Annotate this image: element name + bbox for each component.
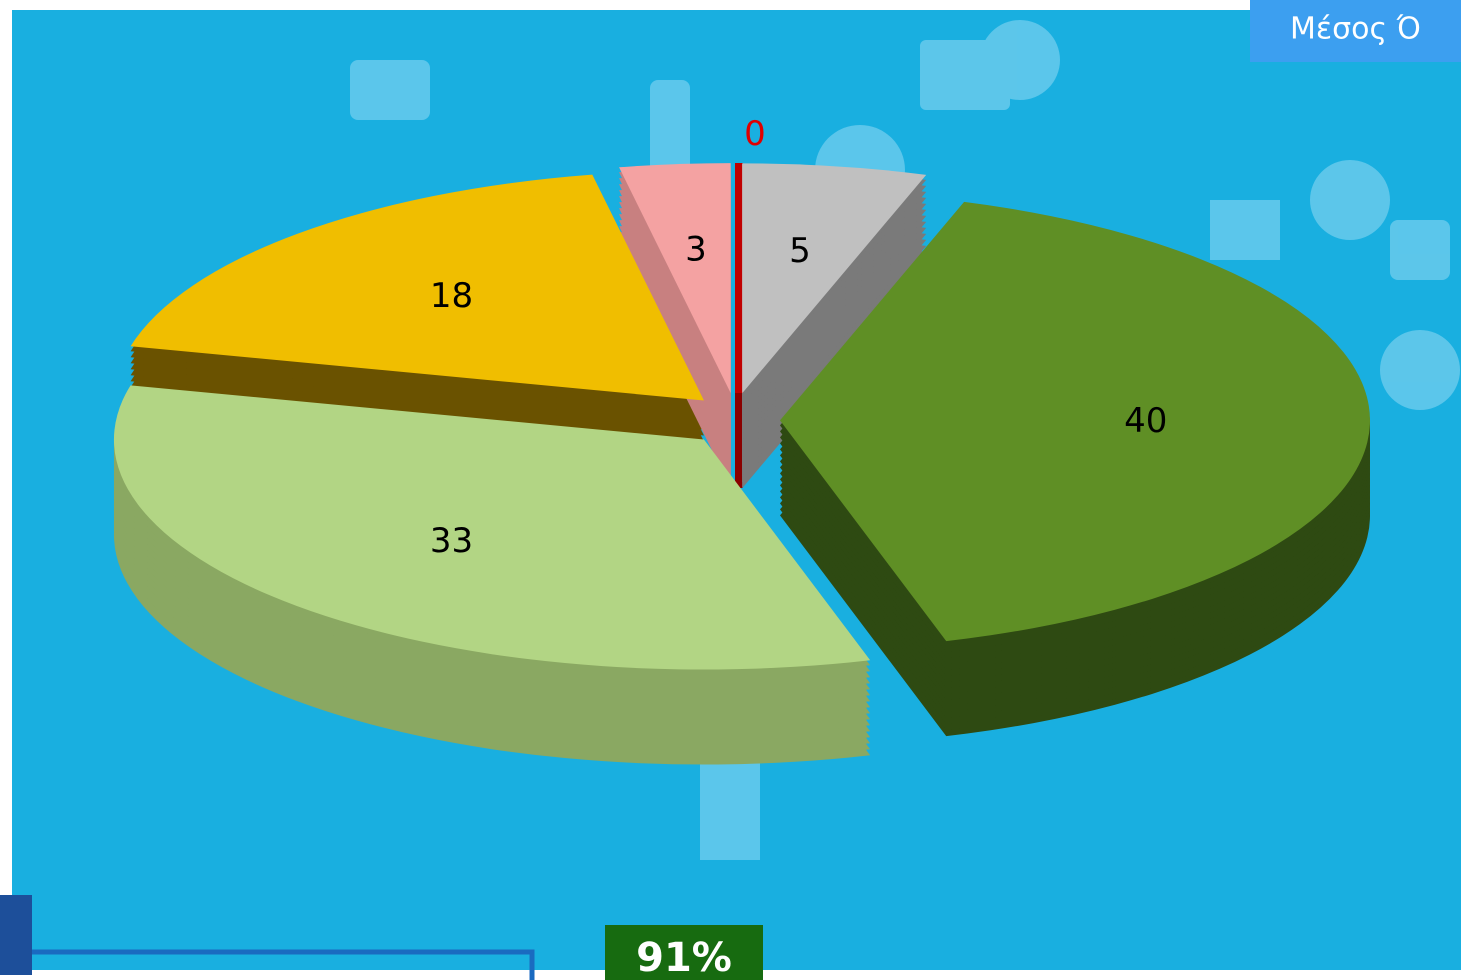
badge-label: 91% — [636, 935, 732, 980]
data-label: 5 — [789, 231, 811, 271]
badge — [605, 925, 763, 980]
slice — [735, 163, 743, 393]
data-label: 40 — [1124, 401, 1167, 441]
tab — [1250, 0, 1461, 62]
data-label: 0 — [744, 114, 766, 154]
slice — [779, 201, 1370, 642]
slice — [619, 163, 731, 394]
corner-box — [0, 895, 32, 975]
pie: 0 5 40 33 18 3 — [113, 114, 1370, 765]
data-label: 18 — [430, 276, 473, 316]
outline-box — [32, 949, 535, 980]
tab-label: Μέσος Ό — [1290, 12, 1421, 47]
data-label: 3 — [685, 230, 707, 270]
data-label: 33 — [430, 521, 473, 561]
slice — [742, 163, 927, 394]
slice — [130, 174, 704, 401]
slice — [113, 385, 871, 670]
